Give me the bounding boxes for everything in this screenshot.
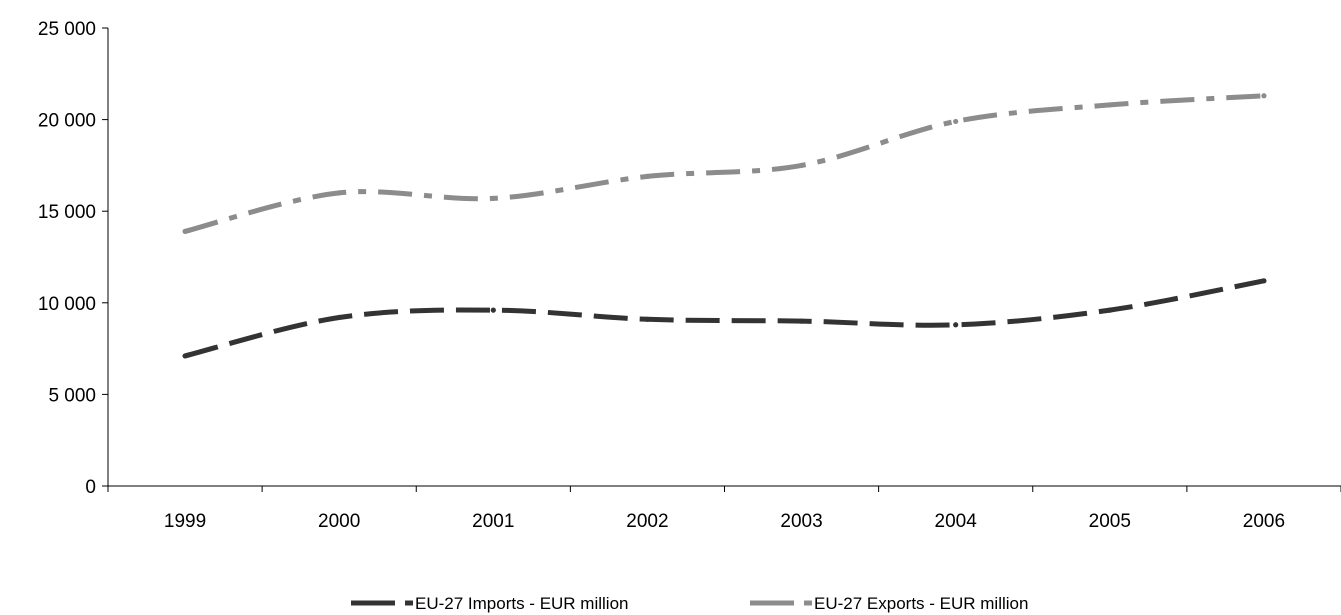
data-point (798, 162, 805, 168)
x-tick-label: 2003 (780, 511, 822, 532)
x-tick-label: 2005 (1089, 511, 1131, 532)
y-tick-label: 15 000 (38, 202, 96, 223)
data-point (336, 190, 342, 196)
axes (107, 28, 1341, 487)
data-point (336, 314, 342, 321)
y-tick-label: 25 000 (38, 19, 96, 40)
data-point (1107, 307, 1113, 313)
data-point (644, 316, 651, 322)
legend: EU-27 Imports - EUR million EU-27 Exports… (351, 594, 1028, 613)
data-point (953, 118, 959, 125)
x-tick-label: 2004 (935, 511, 978, 532)
data-point (182, 228, 188, 234)
series-group (182, 93, 1267, 359)
legend-item-exports: EU-27 Exports - EUR million (750, 594, 1028, 613)
x-tick-label: 2000 (318, 511, 360, 532)
y-axis-ticks: 0 5 000 10 000 15 000 20 000 25 000 (38, 19, 108, 498)
data-point (182, 353, 188, 359)
data-point (490, 307, 496, 313)
legend-label: EU-27 Imports - EUR million (415, 594, 629, 613)
data-point (644, 173, 651, 179)
legend-item-imports: EU-27 Imports - EUR million (351, 594, 629, 613)
x-tick-label: 2006 (1243, 511, 1285, 532)
x-tick-label: 2002 (626, 511, 668, 532)
data-point (1261, 93, 1267, 99)
y-tick-label: 20 000 (38, 111, 96, 132)
data-point (798, 318, 805, 324)
x-tick-label: 1999 (164, 511, 206, 532)
x-tick-label: 2001 (472, 511, 514, 532)
data-point (1107, 102, 1113, 108)
data-point (953, 322, 959, 328)
data-point (490, 195, 496, 201)
data-point (1261, 278, 1267, 284)
y-tick-label: 10 000 (38, 294, 96, 315)
legend-label: EU-27 Exports - EUR million (814, 594, 1028, 613)
x-axis-ticks: 1999 2000 2001 2002 2003 2004 2005 2006 (107, 486, 1341, 532)
y-tick-label: 0 (85, 477, 96, 498)
series-line-imports (184, 278, 1265, 359)
y-tick-label: 5 000 (48, 385, 96, 406)
series-line-exports (184, 93, 1265, 234)
